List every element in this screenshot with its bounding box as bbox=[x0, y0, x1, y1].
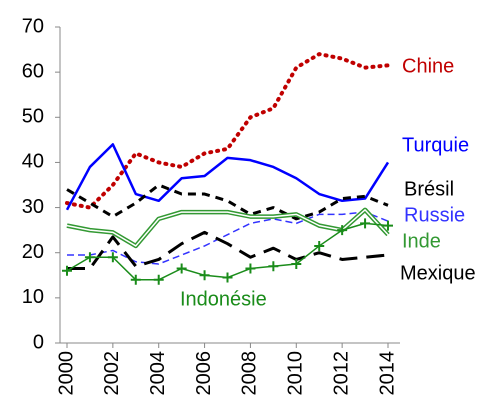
x-tick-label: 2012 bbox=[330, 351, 352, 396]
x-tick-label: 2006 bbox=[193, 351, 215, 396]
point-marker bbox=[268, 261, 279, 272]
point-marker bbox=[176, 263, 187, 274]
series-line bbox=[67, 230, 389, 271]
point-marker bbox=[199, 270, 210, 281]
point-marker bbox=[360, 218, 371, 229]
series-line bbox=[65, 143, 390, 211]
series-line-inner bbox=[66, 209, 389, 247]
y-tick-label: 60 bbox=[22, 60, 44, 82]
point-marker bbox=[107, 252, 118, 263]
y-tick-label: 10 bbox=[22, 286, 44, 308]
y-tick-label: 50 bbox=[22, 106, 44, 128]
point-marker bbox=[62, 265, 72, 276]
point-marker bbox=[153, 274, 164, 285]
x-tick-label: 2010 bbox=[285, 351, 307, 396]
point-marker bbox=[245, 263, 256, 274]
y-tick-label: 70 bbox=[22, 15, 44, 37]
point-marker bbox=[291, 259, 302, 269]
y-tick-label: 20 bbox=[22, 241, 44, 263]
x-tick-label: 2002 bbox=[101, 351, 123, 396]
y-tick-label: 0 bbox=[33, 331, 44, 353]
x-tick-label: 2008 bbox=[239, 351, 261, 396]
y-tick-label: 30 bbox=[22, 196, 44, 218]
series-line bbox=[67, 211, 389, 265]
series-label: Indonésie bbox=[180, 288, 267, 310]
series-line bbox=[65, 52, 390, 210]
series-line bbox=[66, 183, 389, 221]
series-label: Brésil bbox=[404, 178, 454, 200]
series-label: Russie bbox=[404, 204, 465, 226]
point-marker bbox=[337, 225, 348, 236]
point-marker bbox=[314, 240, 325, 251]
y-tick-label: 40 bbox=[22, 151, 44, 173]
series-label: Mexique bbox=[400, 262, 476, 284]
x-tick-label: 2004 bbox=[147, 351, 169, 396]
point-marker bbox=[130, 274, 141, 285]
series-label: Inde bbox=[402, 230, 441, 252]
point-marker bbox=[383, 220, 393, 231]
series-label: Turquie bbox=[402, 134, 469, 156]
point-marker bbox=[222, 272, 233, 283]
series-label: Chine bbox=[402, 55, 454, 77]
x-tick-label: 2000 bbox=[55, 351, 77, 396]
point-marker bbox=[84, 252, 95, 263]
x-tick-label: 2014 bbox=[376, 351, 398, 396]
